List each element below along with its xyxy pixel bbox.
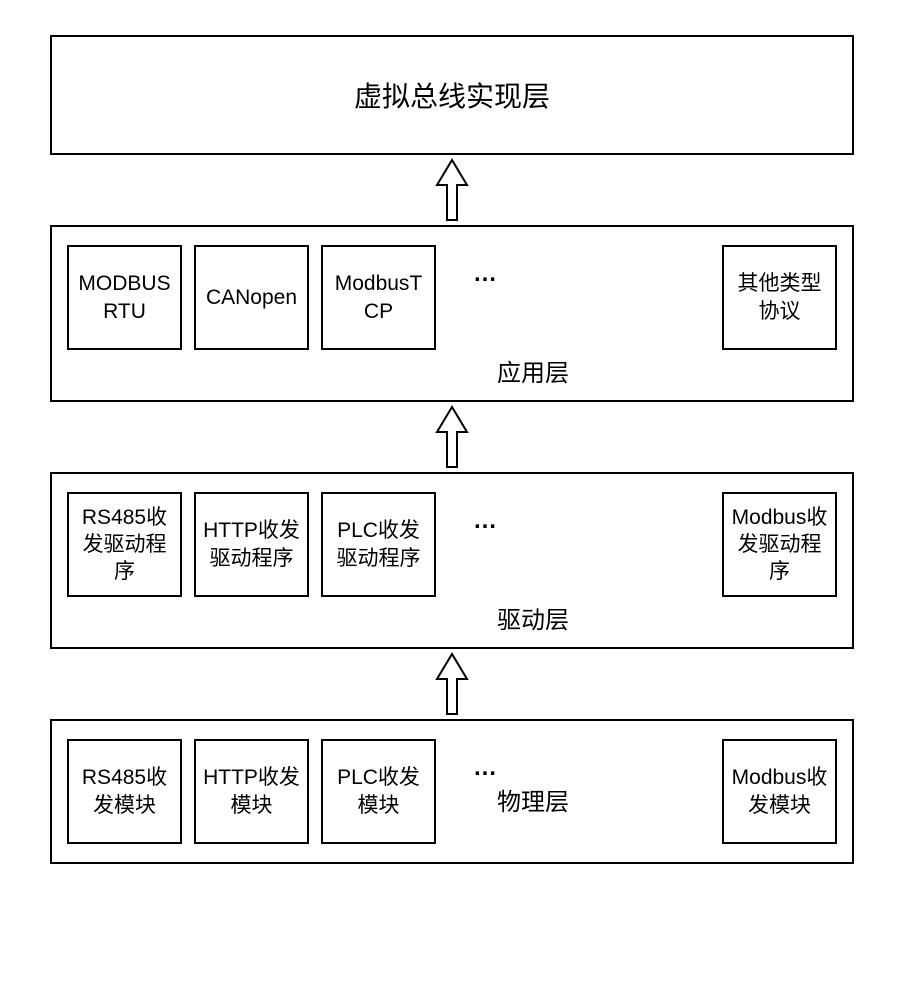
application-layer: MODBUS RTU CANopen ModbusT CP … 其他类型协议 应… [50,225,854,402]
app-box-modbustcp: ModbusT CP [321,245,436,350]
driver-ellipsis: … [473,507,497,535]
arrow-1 [50,155,854,225]
driver-box-rs485: RS485收发驱动程序 [67,492,182,597]
physical-layer: RS485收发模块 HTTP收发模块 PLC收发模块 … Modbus收发模块 … [50,719,854,864]
app-box-canopen: CANopen [194,245,309,350]
driver-box-modbus: Modbus收发驱动程序 [722,492,837,597]
arrow-2 [50,402,854,472]
driver-box-http: HTTP收发驱动程序 [194,492,309,597]
physical-layer-label: 物理层 [497,782,569,817]
app-box-other: 其他类型协议 [722,245,837,350]
physical-box-http: HTTP收发模块 [194,739,309,844]
app-ellipsis: … [473,260,497,288]
physical-box-rs485: RS485收发模块 [67,739,182,844]
virtual-bus-layer: 虚拟总线实现层 [50,35,854,155]
driver-layer-label: 驱动层 [497,600,569,635]
virtual-bus-title: 虚拟总线实现层 [354,75,550,115]
physical-box-plc: PLC收发模块 [321,739,436,844]
physical-ellipsis: … [473,754,497,782]
physical-box-modbus: Modbus收发模块 [722,739,837,844]
app-box-modbus-rtu: MODBUS RTU [67,245,182,350]
arrow-3 [50,649,854,719]
driver-layer: RS485收发驱动程序 HTTP收发驱动程序 PLC收发驱动程序 … Modbu… [50,472,854,649]
driver-box-plc: PLC收发驱动程序 [321,492,436,597]
app-layer-label: 应用层 [497,353,569,388]
